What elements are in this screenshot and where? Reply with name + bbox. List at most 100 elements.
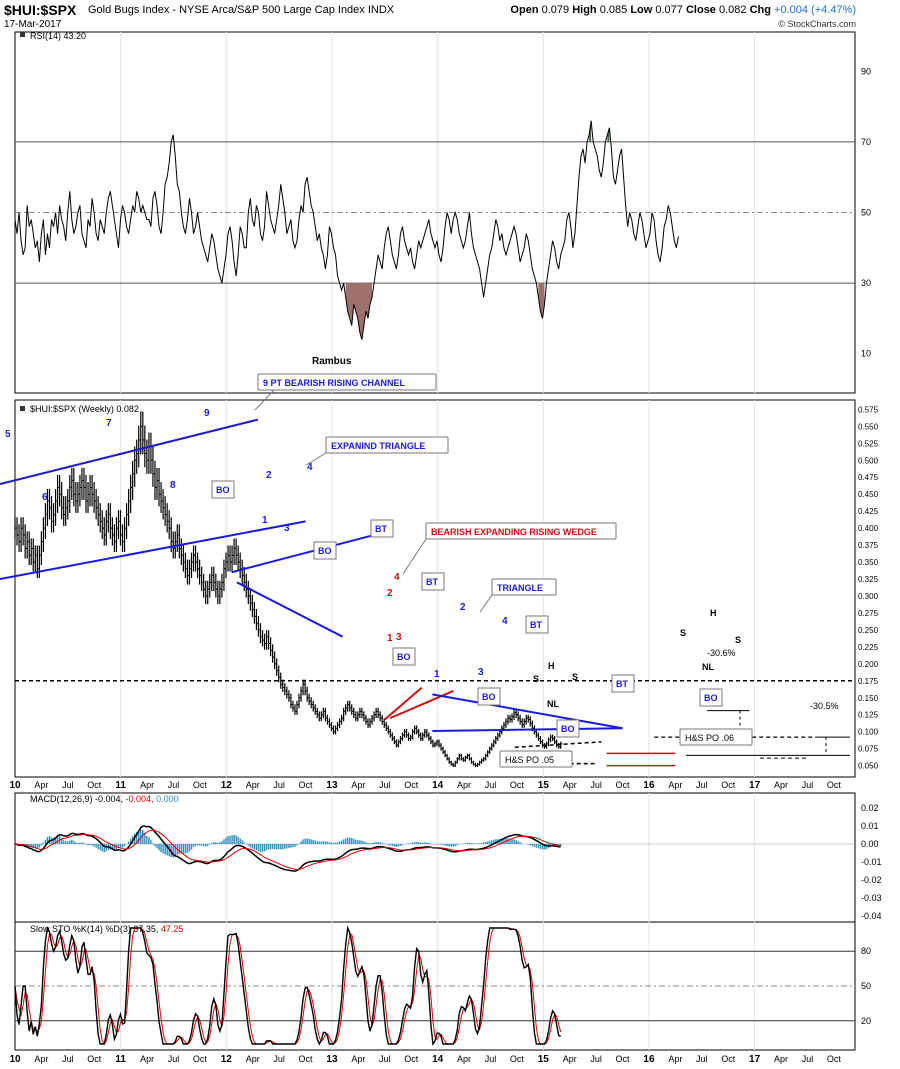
chg-value: +0.004 (+4.47%) (774, 4, 856, 16)
sto-x-label: Apr (246, 1054, 260, 1064)
sto-x-label: Apr (34, 1054, 48, 1064)
price-legend: $HUI:$SPX (Weekly) 0.082 (30, 404, 139, 414)
price-x-label: Oct (616, 780, 631, 790)
triangle-bottom-line (432, 727, 623, 733)
sto-x-label: Oct (510, 1054, 525, 1064)
sto-x-label: 12 (221, 1054, 233, 1065)
low-label: Low (630, 4, 653, 16)
breakout-marker-box (477, 687, 501, 706)
rambus-annotation: Rambus (312, 356, 352, 367)
triangle-annotation-box (491, 578, 557, 596)
sto-x-label: 11 (115, 1054, 126, 1065)
channel-annotation-box (257, 373, 437, 391)
close-value: 0.082 (719, 4, 747, 16)
price-tick-label: 0.425 (858, 507, 879, 516)
price-x-label: Jul (379, 780, 391, 790)
sto-x-label: Oct (827, 1054, 842, 1064)
sto-x-label: Oct (616, 1054, 631, 1064)
price-tick-label: 0.125 (858, 711, 879, 720)
expanding-triangle-annotation-box (325, 436, 449, 454)
sto-x-label: Oct (193, 1054, 208, 1064)
sto-x-label: Jul (696, 1054, 708, 1064)
hs-label: H (548, 661, 555, 671)
breakout-marker-text: BO (482, 692, 496, 702)
price-x-label: Apr (563, 780, 577, 790)
macd-tick-label: 0.00 (861, 839, 879, 849)
backtest-marker-box (611, 674, 635, 693)
backtest-marker-box (421, 572, 445, 591)
sto-x-label: Oct (299, 1054, 314, 1064)
price-x-label: 16 (643, 780, 655, 791)
price-tick-label: 0.325 (858, 575, 879, 584)
pattern-point-label: 8 (170, 480, 176, 491)
rsi-tick-label: 50 (861, 208, 871, 218)
wedge-pointer (402, 538, 427, 575)
sto-x-label: Apr (140, 1054, 154, 1064)
price-x-label: 14 (432, 780, 444, 791)
price-x-label: 15 (538, 780, 550, 791)
price-tick-label: 0.275 (858, 609, 879, 618)
pattern-point-label: 3 (396, 632, 402, 643)
breakout-marker-box (313, 541, 337, 560)
breakout-marker-box (699, 688, 723, 707)
decline-6-label: -30.6% (707, 648, 736, 658)
breakout-marker-box (211, 480, 235, 499)
pattern-point-label: 3 (284, 523, 290, 534)
low-value: 0.077 (655, 4, 683, 16)
breakout-marker-box (392, 647, 416, 666)
hs-po-006-annotation-box (679, 728, 753, 746)
price-tick-label: 0.575 (858, 405, 879, 414)
price-x-label: Apr (457, 780, 471, 790)
pattern-point-label: 3 (478, 667, 484, 678)
expanding-triangle-bottom (236, 581, 344, 638)
sto-x-label: Jul (802, 1054, 814, 1064)
price-x-label: Apr (34, 780, 48, 790)
price-tick-label: 0.350 (858, 558, 879, 567)
close-label: Close (685, 4, 716, 16)
price-tick-label: 0.500 (858, 456, 879, 465)
channel-annotation-text: 9 PT BEARISH RISING CHANNEL (263, 378, 406, 388)
price-x-label: Jul (802, 780, 814, 790)
sto-x-label: Apr (457, 1054, 471, 1064)
sto-x-label: Apr (351, 1054, 365, 1064)
sto-x-label: Jul (168, 1054, 180, 1064)
sto-x-label: Apr (563, 1054, 577, 1064)
sto-x-label: 15 (538, 1054, 550, 1065)
macd-signal-line (14, 829, 561, 870)
hs-label: NL (547, 699, 559, 709)
rsi-tick-label: 30 (861, 278, 871, 288)
price-tick-label: 0.250 (858, 626, 879, 635)
copyright: © StockCharts.com (778, 19, 856, 29)
price-tick-label: 0.550 (858, 422, 879, 431)
sto-x-label: Jul (485, 1054, 497, 1064)
price-tick-label: 0.375 (858, 541, 879, 550)
channel-bottom-line (0, 520, 306, 581)
price-tick-label: 0.475 (858, 473, 879, 482)
price-legend-swatch (20, 406, 25, 411)
price-x-label: Oct (721, 780, 736, 790)
sto-x-label: 14 (432, 1054, 444, 1065)
price-x-label: Jul (485, 780, 497, 790)
sto-k-line (14, 925, 561, 1047)
expanding-triangle-annotation-text: EXPANIND TRIANGLE (331, 441, 425, 451)
pattern-point-label: 1 (434, 669, 440, 680)
hs-label: S (680, 628, 686, 638)
channel-top-line (0, 418, 259, 485)
backtest-marker-text: BT (426, 577, 438, 587)
price-x-label: Oct (510, 780, 525, 790)
price-x-label: Jul (168, 780, 180, 790)
chart-symbol: $HUI:$SPX (4, 2, 77, 18)
breakout-marker-text: BO (216, 485, 230, 495)
expanding-triangle-top (231, 533, 375, 574)
backtest-marker-box (525, 615, 549, 634)
breakout-marker-text: BO (318, 546, 332, 556)
sto-x-label: Oct (404, 1054, 419, 1064)
price-tick-label: 0.075 (858, 745, 879, 754)
neckline-2015 (514, 741, 602, 749)
pattern-point-label: 1 (387, 633, 393, 644)
pattern-point-label: 2 (460, 602, 466, 613)
sto-x-label: 10 (9, 1054, 21, 1065)
price-x-label: Oct (299, 780, 314, 790)
open-value: 0.079 (541, 4, 570, 16)
price-x-label: 11 (115, 780, 126, 791)
